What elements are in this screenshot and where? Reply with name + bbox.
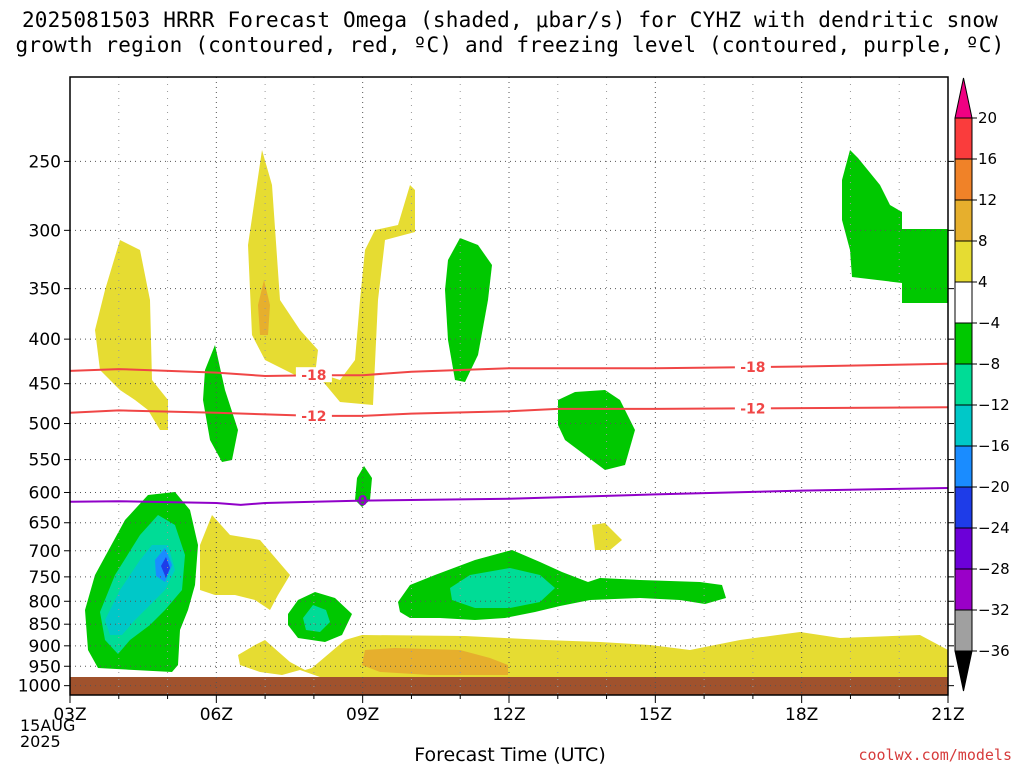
y-tick-label: 750 — [29, 568, 61, 588]
x-tick-label: 03Z — [53, 705, 86, 725]
omega-positive-region — [258, 280, 270, 335]
y-tick-label: 300 — [29, 221, 61, 241]
omega-negative-region — [161, 557, 170, 578]
contour-label-bg — [734, 359, 771, 375]
y-tick-label: 500 — [29, 415, 61, 435]
ground-surface — [70, 677, 948, 695]
omega-negative-region — [303, 605, 330, 632]
omega-positive-region — [592, 523, 622, 550]
colorbar-segment — [954, 117, 973, 160]
y-axis: 2503003504004505005506006507007508008509… — [18, 152, 954, 697]
colorbar-segment — [954, 527, 973, 570]
dendritic-contour — [69, 362, 949, 378]
y-tick-label: 900 — [29, 637, 61, 657]
colorbar-label: −36 — [978, 642, 1010, 660]
colorbar-label: 4 — [978, 273, 988, 291]
colorbar-label: −20 — [978, 478, 1010, 496]
colorbar-min-triangle — [954, 650, 973, 692]
date-label-day: 15AUG — [20, 716, 76, 735]
x-tick-label: 21Z — [931, 705, 964, 725]
omega-shading — [70, 150, 948, 695]
omega-positive-region — [95, 240, 168, 430]
colorbar-label: −28 — [978, 560, 1010, 578]
y-tick-label: 850 — [29, 615, 61, 635]
colorbar-label: −32 — [978, 601, 1010, 619]
title-line-1: 2025081503 HRRR Forecast Omega (shaded, … — [21, 8, 999, 32]
y-tick-label: 650 — [29, 514, 61, 534]
omega-positive-region — [248, 150, 318, 375]
omega-positive-region — [362, 648, 508, 675]
y-tick-label: 700 — [29, 542, 61, 562]
x-tick-label: 18Z — [785, 705, 818, 725]
colorbar-label: −12 — [978, 396, 1010, 414]
y-tick-label: 250 — [29, 152, 61, 172]
contour-label-bg — [295, 407, 332, 423]
date-label-year: 2025 — [20, 732, 61, 751]
omega-negative-region — [450, 568, 555, 608]
y-tick-label: 800 — [29, 592, 61, 612]
colorbar-label: 20 — [978, 109, 997, 127]
omega-negative-region — [445, 238, 492, 382]
y-tick-label: 550 — [29, 451, 61, 471]
contour-label: -12 — [301, 409, 326, 425]
omega-negative-region — [398, 550, 726, 620]
dendritic-contour — [69, 406, 949, 417]
chart-grid — [70, 77, 948, 695]
contour-label-bg — [295, 367, 332, 383]
colorbar: −36 −32 −28 −24 −20 −16 −12 −8 −4 4 8 12 16 20 — [954, 77, 1010, 692]
omega-negative-region — [558, 390, 635, 470]
colorbar-segment — [954, 568, 973, 611]
y-tick-label: 950 — [29, 657, 61, 677]
colorbar-label: 8 — [978, 232, 988, 250]
x-axis-title: Forecast Time (UTC) — [414, 744, 606, 766]
contour-lines: -18 -18 -12 -12 0 — [69, 359, 949, 510]
y-tick-label: 400 — [29, 330, 61, 350]
colorbar-label: −24 — [978, 519, 1010, 537]
colorbar-segment — [954, 322, 973, 365]
omega-positive-region — [238, 632, 948, 677]
y-tick-label: 350 — [29, 280, 61, 300]
colorbar-label: −16 — [978, 437, 1010, 455]
credit-link[interactable]: coolwx.com/models — [858, 746, 1012, 764]
contour-label: -12 — [740, 401, 765, 417]
title-line-2: growth region (contoured, red, ºC) and f… — [15, 33, 1005, 57]
colorbar-segment — [954, 363, 973, 406]
omega-negative-region — [355, 466, 372, 507]
contour-label: -18 — [301, 368, 326, 384]
colorbar-label: 16 — [978, 150, 997, 168]
colorbar-segment — [954, 404, 973, 447]
colorbar-segment — [954, 486, 973, 529]
y-tick-label: 600 — [29, 483, 61, 503]
x-tick-label: 15Z — [639, 705, 672, 725]
colorbar-label: −8 — [978, 355, 1000, 373]
contour-label-bg — [734, 400, 771, 416]
colorbar-label: 12 — [978, 191, 997, 209]
y-tick-label: 1000 — [18, 677, 61, 697]
colorbar-label: −4 — [978, 314, 1000, 332]
freezing-contour — [69, 487, 949, 506]
colorbar-segment — [954, 445, 973, 488]
contour-label: 0 — [358, 494, 368, 510]
chart-title: 2025081503 HRRR Forecast Omega (shaded, … — [0, 8, 1020, 58]
colorbar-segment — [954, 281, 973, 324]
omega-positive-region — [200, 515, 290, 610]
colorbar-segment — [954, 240, 973, 283]
date-label: 15AUG 2025 — [20, 718, 75, 750]
y-tick-label: 450 — [29, 375, 61, 395]
colorbar-segment — [954, 158, 973, 201]
omega-positive-region — [315, 185, 415, 405]
omega-negative-region — [203, 345, 238, 462]
contour-label: -18 — [740, 360, 765, 376]
x-tick-label: 09Z — [346, 705, 379, 725]
colorbar-max-triangle — [954, 77, 973, 119]
omega-negative-region — [842, 150, 948, 303]
x-tick-label: 12Z — [492, 705, 525, 725]
x-axis: 03Z 06Z 09Z 12Z 15Z 18Z 21Z — [53, 695, 965, 725]
colorbar-segment — [954, 609, 973, 652]
x-tick-label: 06Z — [200, 705, 233, 725]
colorbar-segment — [954, 199, 973, 242]
